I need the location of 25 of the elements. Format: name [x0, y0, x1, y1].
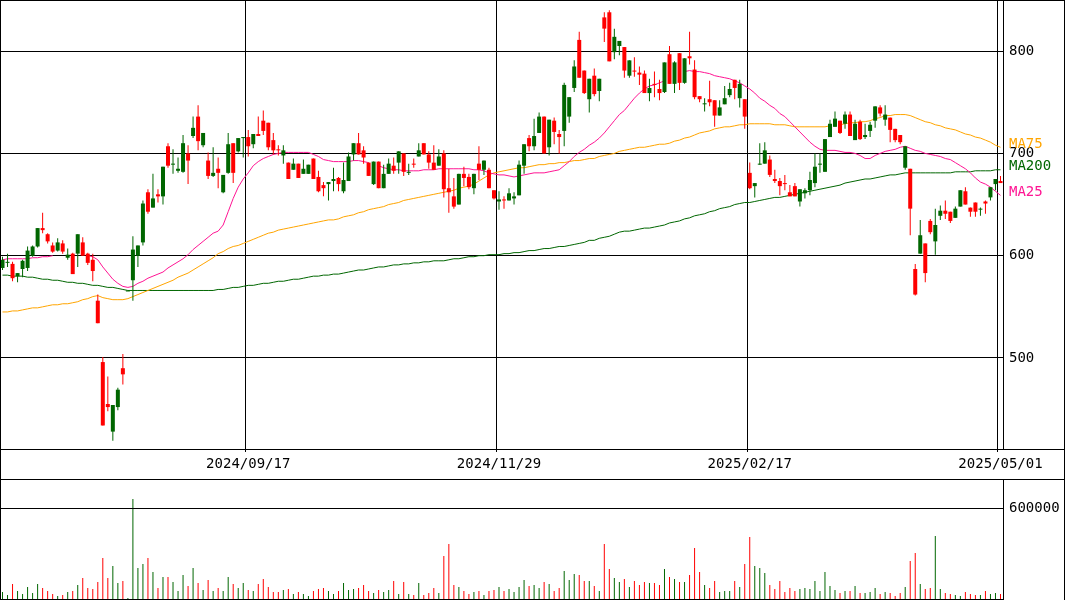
candlestick	[496, 191, 501, 210]
candlestick	[757, 143, 762, 165]
x-tick-label: 2024/11/29	[456, 455, 542, 472]
candlestick	[652, 71, 657, 98]
candlestick	[406, 163, 411, 175]
candlestick	[211, 147, 216, 177]
candlestick	[687, 31, 692, 65]
candlestick	[40, 212, 45, 234]
x-tick-label: 2024/09/17	[206, 455, 291, 472]
candlestick	[702, 98, 707, 112]
series-label: MA200	[1009, 157, 1052, 174]
y-tick-label: 600	[1009, 246, 1035, 263]
candlestick	[241, 137, 246, 158]
candlestick	[782, 174, 787, 191]
y-tick-label: 800	[1009, 41, 1035, 58]
candlestick	[171, 149, 176, 174]
candlestick	[632, 57, 637, 77]
x-tick-label: 2025/02/17	[707, 455, 792, 472]
series-label: MA25	[1009, 182, 1043, 199]
x-tick-label: 2025/05/01	[958, 455, 1043, 472]
candlestick	[155, 189, 160, 203]
candlestick	[502, 196, 507, 209]
text: 600000	[1009, 499, 1060, 516]
candlestick	[5, 253, 10, 267]
y-tick-label: 500	[1009, 348, 1035, 365]
